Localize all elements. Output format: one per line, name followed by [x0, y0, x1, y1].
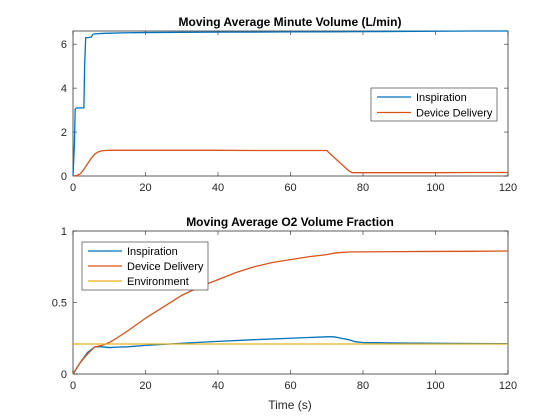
y-axis-ticks: 00.51	[52, 226, 508, 381]
y-tick-label: 4	[61, 83, 67, 95]
x-tick-label: 60	[284, 380, 296, 392]
y-tick-label: 6	[61, 39, 67, 51]
y-tick-label: 0	[61, 369, 67, 381]
x-tick-label: 20	[139, 380, 151, 392]
x-tick-label: 0	[70, 182, 76, 194]
legend-entry: Inspiration	[127, 246, 178, 258]
series-lines	[72, 250, 509, 375]
y-tick-label: 1	[61, 226, 67, 238]
x-tick-label: 120	[499, 380, 517, 392]
series-line-inspiration	[72, 30, 508, 177]
x-tick-label: 0	[70, 380, 76, 392]
x-tick-label: 80	[357, 182, 369, 194]
x-axis-ticks: 0 20 40 60 80 100 120	[70, 31, 517, 194]
y-tick-label: 0.5	[52, 298, 67, 310]
x-tick-label: 80	[357, 380, 369, 392]
y-tick-label: 0	[61, 171, 67, 183]
series-line-device-delivery	[72, 149, 508, 177]
legend-entry: Device Delivery	[127, 261, 204, 273]
chart-title: Moving Average O2 Volume Fraction	[186, 215, 394, 229]
x-axis-ticks: 0 20 40 60 80 100 120	[70, 231, 517, 392]
series-line-inspiration	[72, 336, 509, 375]
x-tick-label: 120	[499, 182, 517, 194]
x-tick-label: 40	[212, 380, 224, 392]
y-tick-label: 2	[61, 127, 67, 139]
legend: Inspiration Device Delivery	[370, 87, 498, 122]
x-tick-label: 40	[212, 182, 224, 194]
x-tick-label: 60	[284, 182, 296, 194]
legend-entry: Environment	[127, 276, 189, 288]
legend-entry: Device Delivery	[416, 108, 493, 120]
x-tick-label: 20	[139, 182, 151, 194]
x-axis-label: Time (s)	[268, 398, 312, 412]
minute-volume-chart: Moving Average Minute Volume (L/min) 0 20…	[61, 15, 517, 194]
x-tick-label: 100	[426, 182, 444, 194]
chart-title: Moving Average Minute Volume (L/min)	[179, 15, 402, 29]
x-tick-label: 100	[426, 380, 444, 392]
series-lines	[72, 30, 508, 177]
legend: Inspiration Device Delivery Environment	[81, 241, 209, 291]
legend-entry: Inspiration	[416, 92, 467, 104]
legend-box	[370, 87, 498, 122]
o2-volume-fraction-chart: Moving Average O2 Volume Fraction 0 20 40 6…	[52, 215, 517, 412]
